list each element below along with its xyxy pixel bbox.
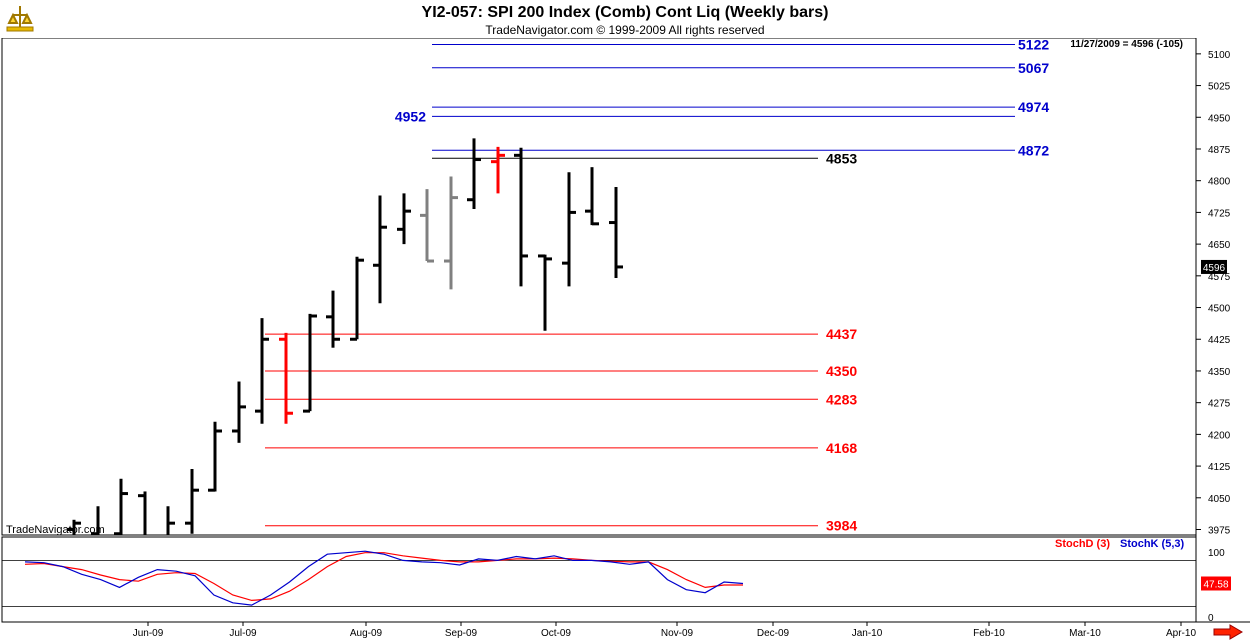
x-tick-label: Dec-09 [757, 628, 790, 639]
y-tick-label: 4350 [1208, 367, 1231, 378]
price-readout: 11/27/2009 = 4596 (-105) [1070, 39, 1183, 50]
y-tick-label: 4575 [1208, 272, 1231, 283]
y-tick-label: 5100 [1208, 50, 1231, 61]
level-label: 4350 [826, 363, 857, 379]
y-tick-label: 4875 [1208, 145, 1231, 156]
y-tick-label: 4125 [1208, 462, 1231, 473]
stoch-y-tick-label: 100 [1208, 548, 1225, 559]
level-label: 3984 [826, 518, 857, 534]
y-tick-label: 3975 [1208, 526, 1231, 537]
level-label: 5067 [1018, 60, 1049, 76]
stoch-d-line [24, 552, 743, 602]
level-label: 4437 [826, 326, 857, 342]
price-axis: 5100 5025 4950 4875 4800 4725 4650 4575 4500 4425… [1196, 50, 1231, 537]
level-lines: 5122 5067 4974 4952 4872 4853 4437 4350 4283 4168… [265, 37, 1049, 534]
x-tick-label: Jun-09 [133, 628, 164, 639]
x-tick-label: Apr-10 [1166, 628, 1196, 639]
scroll-right-arrow-icon[interactable] [1212, 624, 1244, 640]
stoch-last-label: 47.58 [1203, 580, 1228, 591]
stoch-last-box [1201, 576, 1231, 591]
level-label: 4974 [1018, 99, 1049, 115]
x-tick-label: Jul-09 [229, 628, 257, 639]
x-tick-label: Nov-09 [661, 628, 694, 639]
x-tick-label: Feb-10 [973, 628, 1005, 639]
price-bars [67, 138, 623, 536]
y-tick-label: 4500 [1208, 304, 1231, 315]
y-tick-label: 4425 [1208, 335, 1231, 346]
stoch-d-legend: StochD (3) [1055, 538, 1110, 550]
watermark: TradeNavigator.com [6, 524, 105, 536]
y-tick-label: 4050 [1208, 494, 1231, 505]
trade-navigator-logo-icon [6, 6, 34, 32]
stoch-k-line [24, 550, 744, 606]
y-tick-label: 4200 [1208, 430, 1231, 441]
y-tick-label: 4725 [1208, 208, 1231, 219]
x-tick-label: Sep-09 [445, 628, 478, 639]
level-label: 4872 [1018, 142, 1049, 158]
date-axis: Jun-09 Jul-09 Aug-09 Sep-09 Oct-09 Nov-09 Dec-… [133, 622, 1196, 639]
level-label: 4853 [826, 150, 857, 166]
stoch-y-tick-label: 0 [1208, 613, 1214, 624]
price-panel-border [1, 37, 1197, 536]
level-label: 4168 [826, 440, 857, 456]
last-price-label: 4596 [1203, 263, 1226, 274]
stochastic-panel-border [1, 536, 1197, 623]
y-tick-label: 4275 [1208, 399, 1231, 410]
x-tick-label: Aug-09 [350, 628, 383, 639]
stochastic-panel: StochD (3) StochK (5,3) 100 0 47.58 [2, 538, 1231, 624]
last-price-box [1201, 259, 1227, 274]
level-label: 4283 [826, 391, 857, 407]
chart-subtitle: TradeNavigator.com © 1999-2009 All right… [485, 23, 765, 37]
y-tick-label: 5025 [1208, 82, 1231, 93]
x-tick-label: Mar-10 [1069, 628, 1101, 639]
stoch-k-legend: StochK (5,3) [1120, 538, 1185, 550]
y-tick-label: 4950 [1208, 113, 1231, 124]
x-tick-label: Oct-09 [541, 628, 571, 639]
y-tick-label: 4800 [1208, 177, 1231, 188]
chart-title: YI2-057: SPI 200 Index (Comb) Cont Liq (… [421, 4, 829, 21]
level-label: 5122 [1018, 37, 1049, 53]
chart-header: YI2-057: SPI 200 Index (Comb) Cont Liq (… [0, 0, 1250, 38]
y-tick-label: 4650 [1208, 240, 1231, 251]
x-tick-label: Jan-10 [852, 628, 883, 639]
level-label: 4952 [395, 108, 426, 124]
